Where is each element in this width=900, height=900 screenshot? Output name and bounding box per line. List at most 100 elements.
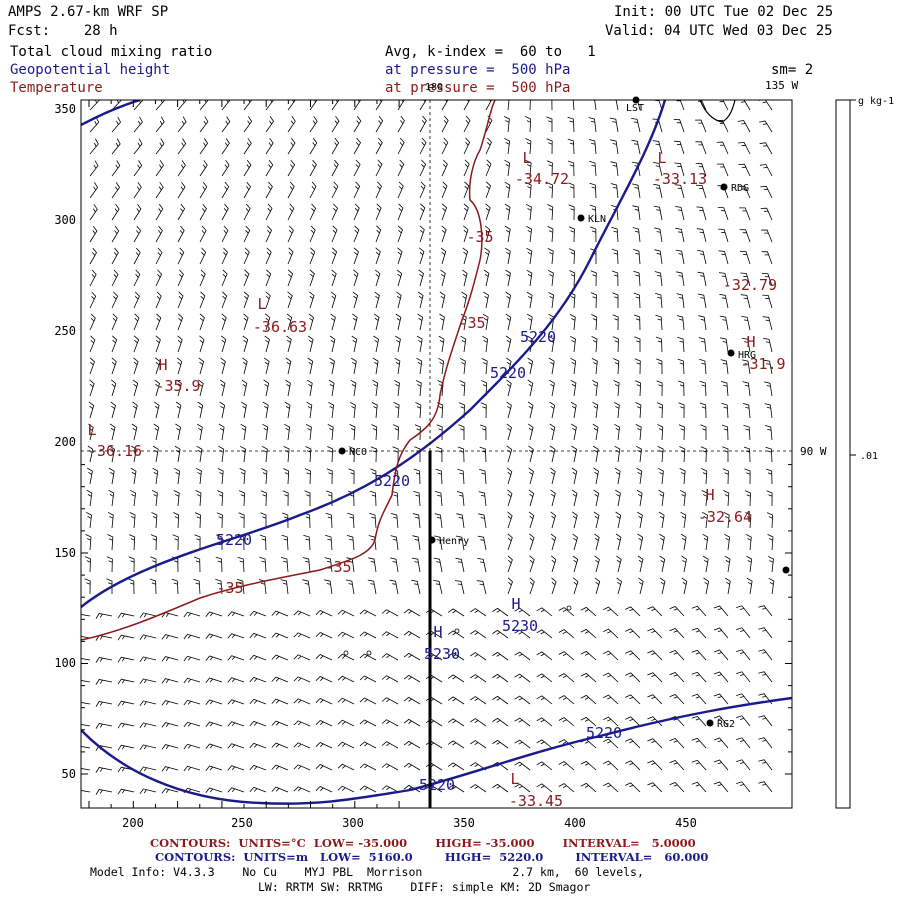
wind-barb <box>249 610 267 617</box>
wind-barb <box>567 160 575 177</box>
wind-barb <box>151 512 158 529</box>
wind-barb <box>504 181 511 199</box>
pressure-height: at pressure = 500 hPa <box>385 62 571 78</box>
wind-barb <box>717 163 729 177</box>
wind-barb <box>199 269 206 287</box>
wind-barb <box>526 313 533 331</box>
wind-barb <box>155 203 164 221</box>
wind-barb <box>243 247 250 265</box>
wind-barb <box>588 139 597 155</box>
wind-barb <box>492 651 509 661</box>
low-marker: L <box>510 770 519 788</box>
height-contour-north <box>81 100 141 127</box>
wind-barb <box>411 557 421 573</box>
wind-barb <box>89 247 97 265</box>
wind-barb <box>615 511 622 529</box>
wind-barb <box>479 446 487 463</box>
wind-barb <box>679 489 686 507</box>
wind-barb <box>327 424 334 441</box>
wind-barb <box>128 578 135 595</box>
wind-barb <box>480 424 487 441</box>
wind-barb <box>463 115 471 133</box>
wind-barb <box>739 250 751 265</box>
wind-barb <box>88 401 95 419</box>
wind-barb <box>675 249 685 265</box>
wind-barb <box>329 335 336 353</box>
low-marker: L <box>87 421 96 439</box>
wind-barb <box>736 759 751 771</box>
wind-barb <box>196 445 203 463</box>
wind-barb <box>455 557 465 573</box>
wind-barb <box>217 468 224 485</box>
wind-barb <box>315 676 333 683</box>
wind-barb <box>265 159 274 177</box>
wind-barb <box>571 423 577 441</box>
wind-barb <box>505 269 511 287</box>
wind-barb <box>309 100 318 111</box>
wind-barb <box>447 652 465 661</box>
wind-barb <box>177 203 186 221</box>
height-label: 5220 <box>374 472 410 490</box>
colorbar <box>835 99 851 809</box>
temperature-value: -32.79 <box>723 276 777 294</box>
wind-barb <box>506 379 512 397</box>
wind-barb <box>285 379 291 397</box>
wind-barb <box>183 765 201 772</box>
wind-barb <box>205 699 223 705</box>
wind-barb <box>177 269 184 287</box>
wind-barb <box>674 184 685 199</box>
wind-barb <box>199 116 209 133</box>
wind-barb <box>221 116 231 133</box>
wind-barb <box>602 760 619 771</box>
wind-barb <box>307 335 314 353</box>
wind-barb <box>309 159 317 177</box>
wind-barb <box>758 737 773 749</box>
wind-barb <box>243 116 253 133</box>
wind-barb <box>264 335 270 353</box>
wind-barb <box>758 781 773 793</box>
wind-barb <box>461 291 468 309</box>
wind-barb <box>284 401 291 419</box>
lon-180-label: 180 <box>425 82 443 93</box>
wind-barb <box>353 181 361 199</box>
wind-barb <box>330 313 336 331</box>
wind-barb <box>765 468 773 485</box>
wind-barb <box>504 159 511 177</box>
wind-barb <box>759 142 773 155</box>
wind-barb <box>243 225 251 243</box>
wind-barb <box>676 100 685 111</box>
wind-barb <box>86 511 92 529</box>
wind-barb <box>403 608 421 617</box>
wind-barb <box>485 100 492 111</box>
wind-barb <box>441 115 449 133</box>
wind-barb <box>199 100 209 111</box>
wind-barb <box>674 140 685 155</box>
wind-barb <box>681 577 688 595</box>
wind-barb <box>723 512 730 529</box>
wind-barb <box>132 401 138 419</box>
wind-barb <box>610 183 619 199</box>
wind-barb <box>592 379 598 397</box>
wind-barb <box>419 181 426 199</box>
wind-barb <box>359 741 377 749</box>
wind-barb <box>131 423 138 441</box>
wind-barb <box>172 534 179 551</box>
wind-barb <box>359 763 377 771</box>
wind-barb <box>558 783 575 793</box>
wind-barb <box>139 656 157 663</box>
wind-barb <box>199 203 207 221</box>
wind-barb <box>243 291 249 309</box>
wind-barb <box>550 467 556 485</box>
high-value: 5230 <box>424 645 460 663</box>
high-value: -32.64 <box>698 508 752 526</box>
wind-barb <box>602 782 619 793</box>
wind-barb <box>371 402 378 419</box>
wind-barb <box>265 225 273 243</box>
wind-barb <box>293 654 311 661</box>
wind-barb <box>403 630 421 639</box>
wind-barb <box>153 401 160 419</box>
wind-barb <box>702 555 709 573</box>
wind-barb <box>506 467 513 485</box>
wind-barb <box>609 117 619 133</box>
wind-barb <box>657 424 664 441</box>
